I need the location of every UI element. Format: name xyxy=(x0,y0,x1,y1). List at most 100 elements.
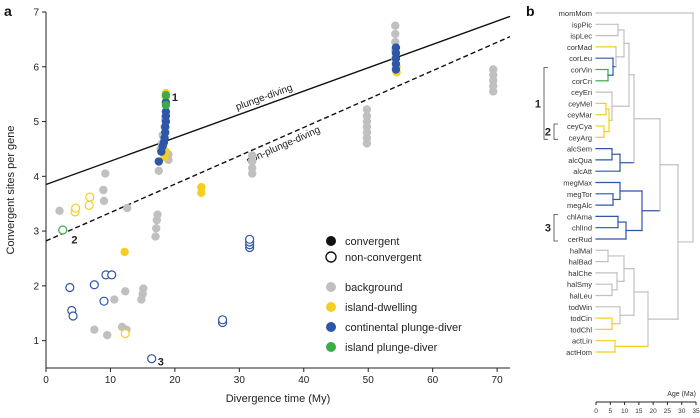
age-tick-label: 10 xyxy=(621,408,629,415)
data-point xyxy=(489,65,498,74)
age-tick-label: 15 xyxy=(635,408,643,415)
data-point xyxy=(217,315,228,325)
data-point xyxy=(245,234,255,244)
age-axis-title: Age (Ma) xyxy=(667,391,696,398)
legend-label: background xyxy=(345,282,403,294)
tree-tip-label: halSmy xyxy=(567,280,592,289)
y-tick-label: 4 xyxy=(33,172,39,183)
data-point xyxy=(362,105,372,114)
age-tick-label: 20 xyxy=(650,408,658,415)
clade-bracket-1 xyxy=(543,67,548,140)
tree-tip-label: alcSem xyxy=(567,145,592,154)
data-point xyxy=(161,91,171,100)
tree-tip-label: alcAtt xyxy=(573,167,593,176)
data-point xyxy=(362,111,372,121)
data-point xyxy=(90,325,99,334)
legend-label-non-convergent: non-convergent xyxy=(345,252,421,264)
clade-bracket-2 xyxy=(553,123,558,140)
data-point xyxy=(68,311,78,321)
data-point xyxy=(65,282,75,293)
data-point xyxy=(152,224,161,233)
legend-symbol-non-convergent xyxy=(325,251,337,263)
tree-tip-label: corLeu xyxy=(569,54,592,63)
tree-tip-label: actHom xyxy=(566,348,592,357)
age-tick-label: 0 xyxy=(594,408,598,415)
data-point xyxy=(248,151,257,160)
tree-tip-label: ispPic xyxy=(572,20,592,29)
tree-tip-label: corVin xyxy=(571,66,592,75)
tree-tip-label: megMax xyxy=(563,179,592,188)
data-point xyxy=(248,157,257,166)
tree-tip-label: ceyMel xyxy=(568,99,592,108)
plot-a-axes xyxy=(45,12,510,369)
tree-tip-label: cerRud xyxy=(568,235,592,244)
data-point xyxy=(154,166,163,176)
data-point xyxy=(101,169,110,178)
data-point xyxy=(107,270,117,280)
data-point xyxy=(103,330,112,340)
legend-label: continental plunge-diver xyxy=(345,322,462,334)
tree-tip-label: actLin xyxy=(572,337,592,346)
data-point xyxy=(110,295,119,304)
legend-label-convergent: convergent xyxy=(345,236,399,248)
data-point xyxy=(139,284,148,293)
tree-tip-label: todChl xyxy=(570,325,592,334)
data-point xyxy=(161,107,171,116)
point-annotation-2: 2 xyxy=(71,234,77,246)
tree-tip-label: ispLec xyxy=(570,32,592,41)
tree-tip-label: chlAma xyxy=(567,212,593,221)
data-point xyxy=(71,203,81,213)
tree-tip-label: ceyEri xyxy=(571,88,592,97)
tree-tip-label: halBad xyxy=(569,258,592,267)
non-plunge-diving-line-label: non-plunge-diving xyxy=(245,125,322,167)
tree-tip-label: ceyMar xyxy=(567,111,592,120)
clade-bracket-3 xyxy=(553,214,558,242)
y-tick-label: 1 xyxy=(33,336,39,347)
data-point xyxy=(120,247,129,257)
data-point xyxy=(99,185,108,195)
tree-tip-label: todCin xyxy=(570,314,592,323)
legend-swatch xyxy=(326,322,336,332)
data-point xyxy=(197,183,206,192)
x-axis-title: Divergence time (My) xyxy=(226,393,331,405)
data-point xyxy=(120,328,130,339)
data-point xyxy=(85,192,95,202)
y-tick-label: 3 xyxy=(33,227,39,238)
panel-a-letter: a xyxy=(4,3,12,19)
y-tick-label: 5 xyxy=(33,117,39,128)
x-tick-label: 10 xyxy=(105,375,117,386)
x-tick-label: 50 xyxy=(363,375,375,386)
legend-label: island plunge-diver xyxy=(345,342,438,354)
x-tick-label: 40 xyxy=(298,375,310,386)
data-point xyxy=(147,354,157,364)
legend-swatch xyxy=(326,342,336,352)
point-annotation-1: 1 xyxy=(172,92,178,104)
legend-label: island-dwelling xyxy=(345,302,417,314)
tree-tip-label: todWin xyxy=(569,303,592,312)
age-tick-label: 35 xyxy=(692,408,700,415)
data-point xyxy=(391,43,401,52)
tree-tip-label: alcQua xyxy=(568,156,593,165)
point-annotation-3: 3 xyxy=(158,356,164,368)
tree-tip-label: corMad xyxy=(567,43,592,52)
data-point xyxy=(89,280,99,290)
non-plunge-diving-fit-line xyxy=(45,36,511,242)
y-axis-title: Convergent sites per gene xyxy=(5,125,17,254)
tree-tip-label: halMal xyxy=(570,246,592,255)
data-point xyxy=(161,100,171,110)
data-point xyxy=(99,296,109,306)
tree-tip-label: momMom xyxy=(559,9,592,18)
clade-label-3: 3 xyxy=(545,223,551,235)
age-tick-label: 25 xyxy=(664,408,672,415)
tree-tip-label: megTor xyxy=(567,190,593,199)
data-point xyxy=(151,232,160,241)
x-tick-label: 30 xyxy=(234,375,246,386)
scatter-points xyxy=(55,21,498,364)
data-point xyxy=(248,163,257,173)
data-point xyxy=(391,29,400,39)
x-tick-label: 70 xyxy=(492,375,504,386)
clade-label-1: 1 xyxy=(535,98,541,110)
tree-tip-label: corCri xyxy=(572,77,592,86)
data-point xyxy=(84,200,94,210)
age-tick-label: 30 xyxy=(678,408,686,415)
